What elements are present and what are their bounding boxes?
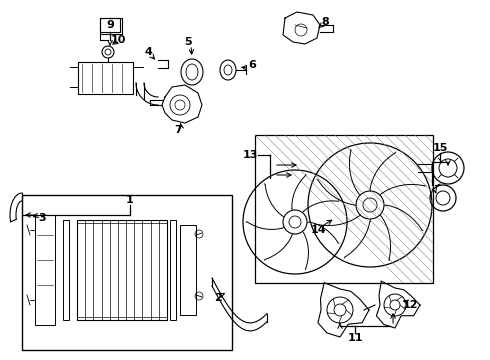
Bar <box>78 62 133 94</box>
Bar <box>100 18 122 34</box>
Bar <box>180 225 196 315</box>
Text: 11: 11 <box>347 333 363 343</box>
Text: 10: 10 <box>110 35 126 45</box>
Bar <box>255 135 433 283</box>
Bar <box>35 215 55 325</box>
Text: 6: 6 <box>248 60 256 70</box>
Text: 12: 12 <box>402 300 418 310</box>
Text: 4: 4 <box>144 47 152 57</box>
Text: 3: 3 <box>38 213 46 223</box>
Text: 8: 8 <box>321 17 329 27</box>
Text: 15: 15 <box>432 143 448 153</box>
Bar <box>100 18 120 32</box>
Bar <box>170 220 176 320</box>
Bar <box>77 220 167 320</box>
Text: 1: 1 <box>126 195 134 205</box>
Text: 13: 13 <box>243 150 258 160</box>
Bar <box>63 220 69 320</box>
Text: 7: 7 <box>174 125 182 135</box>
Text: 2: 2 <box>214 293 222 303</box>
Text: 14: 14 <box>310 225 326 235</box>
Bar <box>22 195 232 350</box>
Text: 5: 5 <box>184 37 192 47</box>
Text: 9: 9 <box>106 20 114 30</box>
